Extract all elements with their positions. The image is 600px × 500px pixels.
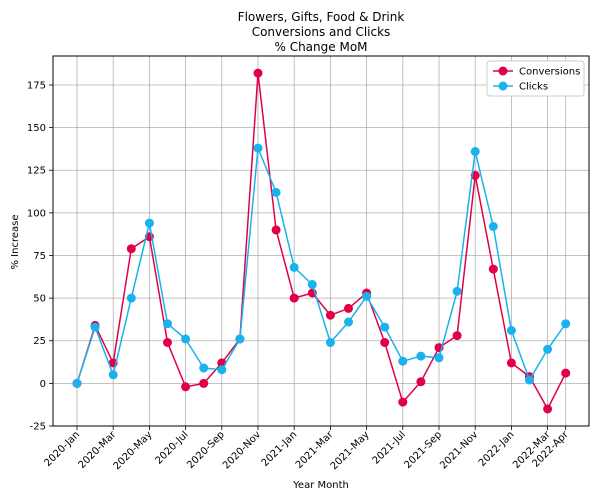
x-axis-label: Year Month (292, 480, 349, 491)
y-tick-label: 100 (27, 208, 46, 219)
series-line-clicks (76, 147, 567, 384)
data-point-clicks (289, 262, 299, 272)
y-tick-label: 75 (33, 251, 46, 262)
data-point-conversions (163, 338, 172, 347)
series-line-conversions (76, 73, 567, 411)
data-point-conversions (271, 225, 281, 235)
data-point-clicks (506, 326, 516, 335)
data-point-conversions (452, 331, 462, 341)
data-point-clicks (271, 187, 281, 197)
data-point-clicks (525, 375, 534, 385)
chart-title-line-1: Flowers, Gifts, Food & Drink (238, 10, 405, 24)
data-point-clicks (235, 334, 245, 344)
data-point-clicks (163, 319, 172, 329)
series-layer (72, 68, 571, 414)
legend-box (486, 60, 585, 97)
data-point-clicks (434, 353, 444, 363)
y-tick-label: 175 (27, 80, 46, 91)
data-point-clicks (144, 218, 154, 228)
data-point-clicks (416, 351, 426, 361)
x-tick-label: 2021-Jul (371, 429, 408, 466)
y-tick-label: 125 (27, 166, 46, 177)
data-point-conversions (253, 68, 263, 78)
plot-area (52, 55, 590, 427)
data-point-conversions (416, 377, 426, 387)
data-point-clicks (362, 291, 372, 301)
data-point-conversions (488, 264, 498, 274)
data-point-clicks (561, 319, 571, 329)
y-tick-label: 150 (27, 123, 46, 134)
x-tick-label: 2020-Jul (153, 429, 190, 466)
chart-title-line-2: Conversions and Clicks (252, 25, 391, 39)
axis-ticks: -2502550751001251501752020-Jan2020-Mar20… (27, 80, 572, 472)
legend-label-conversions: Conversions (519, 67, 580, 78)
data-point-clicks (380, 322, 390, 332)
data-point-conversions (325, 310, 335, 320)
data-point-clicks (344, 317, 353, 327)
y-tick-label: 25 (33, 336, 46, 347)
legend: Conversions Clicks (486, 60, 585, 97)
x-tick-label: 2020-Nov (221, 429, 263, 471)
data-point-clicks (126, 293, 136, 303)
data-point-conversions (380, 338, 390, 347)
y-tick-label: -25 (30, 422, 46, 433)
data-point-clicks (108, 370, 118, 380)
y-tick-label: 50 (33, 294, 46, 305)
data-point-clicks (398, 356, 408, 366)
data-point-clicks (325, 338, 335, 347)
data-point-conversions (398, 397, 408, 407)
data-point-clicks (217, 365, 227, 375)
data-point-clicks (199, 363, 209, 373)
x-tick-label: 2020-May (112, 429, 155, 472)
data-point-clicks (72, 378, 82, 388)
data-point-conversions (543, 404, 553, 414)
x-tick-label: 2021-May (329, 429, 372, 472)
chart-title-line-3: % Change MoM (274, 40, 367, 54)
legend-marker-conversions (498, 66, 508, 76)
data-point-conversions (199, 378, 209, 388)
data-point-conversions (181, 382, 191, 392)
data-point-conversions (344, 303, 353, 313)
data-point-clicks (90, 322, 100, 332)
data-point-clicks (470, 147, 480, 156)
legend-marker-clicks (498, 81, 508, 91)
data-point-conversions (561, 368, 571, 378)
legend-label-clicks: Clicks (519, 82, 548, 93)
data-point-clicks (307, 280, 317, 289)
x-tick-label: 2021-Nov (438, 429, 480, 471)
data-point-clicks (543, 344, 553, 354)
data-point-clicks (253, 143, 263, 153)
y-tick-label: 0 (40, 379, 46, 390)
grid (53, 56, 589, 427)
data-point-clicks (488, 222, 498, 231)
data-point-conversions (126, 244, 136, 254)
y-axis-label: % Increase (10, 215, 21, 270)
data-point-clicks (181, 334, 191, 344)
data-point-clicks (452, 286, 462, 296)
data-point-conversions (289, 293, 299, 303)
data-point-conversions (506, 358, 516, 368)
